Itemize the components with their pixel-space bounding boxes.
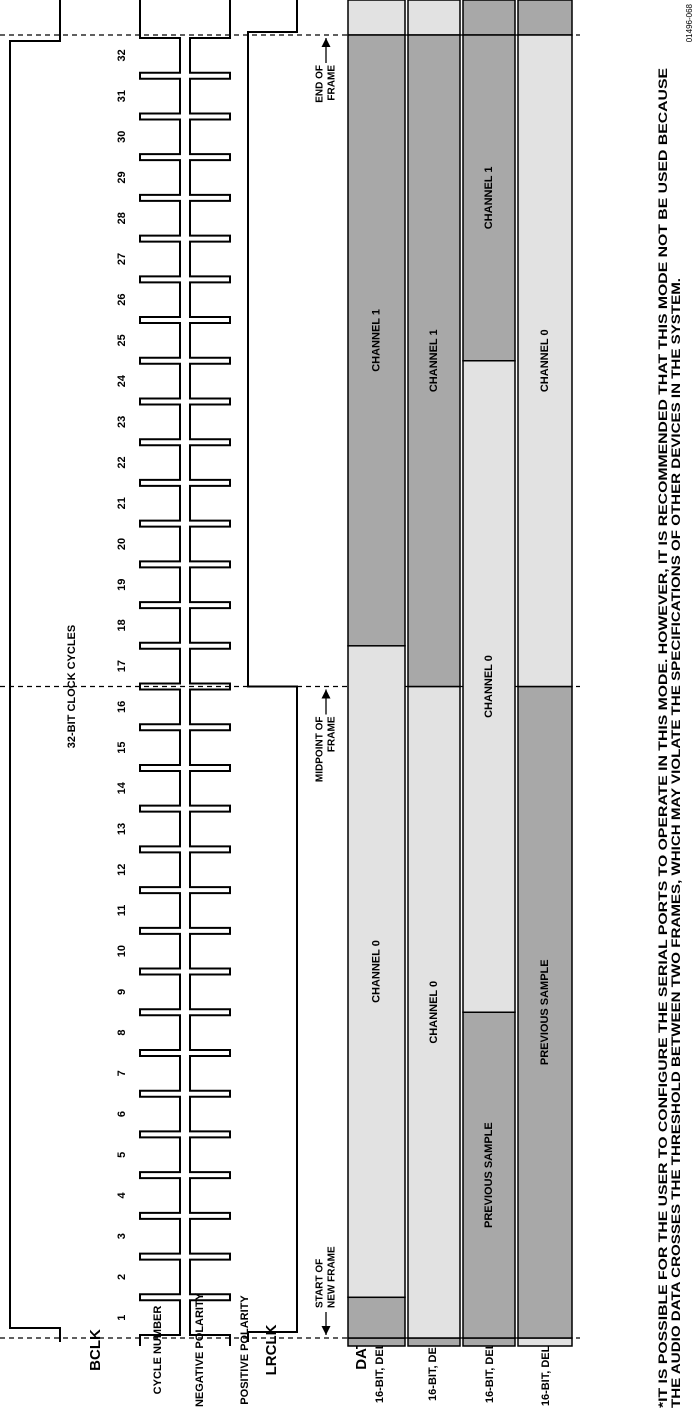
cycle-number: 11 (116, 905, 128, 917)
row-pre (347, 1337, 406, 1347)
bclk-waveform (9, 0, 61, 1342)
segment-label: CHANNEL 0 (483, 655, 495, 718)
segment-label: CHANNEL 0 (539, 329, 551, 392)
cycle-number: 20 (116, 538, 128, 550)
figure-id: 01496-068 (685, 3, 694, 42)
signal-label: BCLK (87, 1329, 104, 1371)
marker-label: FRAME (327, 65, 338, 101)
cycle-number: 6 (116, 1111, 128, 1117)
cycle-number: 12 (116, 864, 128, 876)
row-post (462, 0, 516, 36)
segment-label: CHANNEL 1 (483, 166, 495, 229)
cycle-number: 24 (116, 374, 128, 387)
data-segment (462, 34, 516, 362)
row-post (407, 0, 461, 36)
cycle-number: 17 (116, 660, 128, 672)
signal-label: CYCLE NUMBER (152, 1306, 164, 1395)
cycle-number: 4 (116, 1192, 128, 1199)
cycle-number: 29 (116, 171, 128, 183)
data-segment (347, 34, 406, 647)
cycle-number: 32 (116, 49, 128, 61)
cycle-number: 8 (116, 1030, 128, 1036)
footnote: THE AUDIO DATA CROSSES THE THRESHOLD BET… (671, 278, 683, 1408)
data-segment (347, 1296, 406, 1339)
cycle-number: 26 (116, 294, 128, 306)
signal-label: NEGATIVE POLARITY (194, 1292, 206, 1407)
segment-label: CHANNEL 1 (370, 309, 382, 372)
cycle-number: 19 (116, 579, 128, 591)
segment-label: PREVIOUS SAMPLE (539, 959, 551, 1065)
cycle-number: 5 (116, 1152, 128, 1158)
footnote: *IT IS POSSIBLE FOR THE USER TO CONFIGUR… (658, 68, 670, 1408)
lrclk-waveform (247, 0, 298, 1342)
segment-label: CHANNEL 1 (428, 329, 440, 392)
row-pre (517, 1337, 573, 1347)
cycle-number: 18 (116, 619, 128, 631)
data-segment (407, 34, 461, 688)
data-segment (517, 34, 573, 688)
row-pre (462, 1337, 516, 1347)
cycle-number: 28 (116, 212, 128, 224)
cycle-number: 15 (116, 741, 128, 753)
row-post (347, 0, 406, 36)
cycle-number: 16 (116, 701, 128, 713)
segment-label: CHANNEL 0 (370, 940, 382, 1003)
segment-label: CHANNEL 0 (428, 981, 440, 1044)
row-pre (407, 1337, 461, 1347)
marker-label: MIDPOINT OF (315, 717, 326, 783)
signal-label: POSITIVE POLARITY (239, 1295, 251, 1405)
cycle-number: 1 (116, 1315, 128, 1321)
cycle-number: 22 (116, 456, 128, 468)
signal-label: LRCLK (263, 1324, 280, 1375)
cycle-number: 21 (116, 497, 128, 509)
marker-label: END OF (315, 65, 326, 103)
cycle-number: 7 (116, 1070, 128, 1076)
marker-label: START OF (315, 1259, 326, 1308)
cycle-number: 30 (116, 131, 128, 143)
cycle-number: 3 (116, 1233, 128, 1239)
marker-label: FRAME (327, 716, 338, 752)
cycle-number: 27 (116, 253, 128, 265)
segment-label: PREVIOUS SAMPLE (483, 1122, 495, 1228)
cycle-number: 14 (116, 781, 128, 794)
marker-label: NEW FRAME (327, 1246, 338, 1308)
cycle-number: 13 (116, 823, 128, 835)
cycle-number: 25 (116, 334, 128, 346)
row-post (517, 0, 573, 36)
cycle-number: 10 (116, 945, 128, 957)
positive-clock (189, 0, 231, 1346)
cycle-number: 9 (116, 989, 128, 995)
cycle-number: 23 (116, 416, 128, 428)
negative-clock (139, 0, 181, 1346)
cycle-number: 31 (116, 90, 128, 102)
cycle-number: 2 (116, 1274, 128, 1280)
bclk-caption: 32-BIT CLOCK CYCLES (66, 625, 78, 748)
